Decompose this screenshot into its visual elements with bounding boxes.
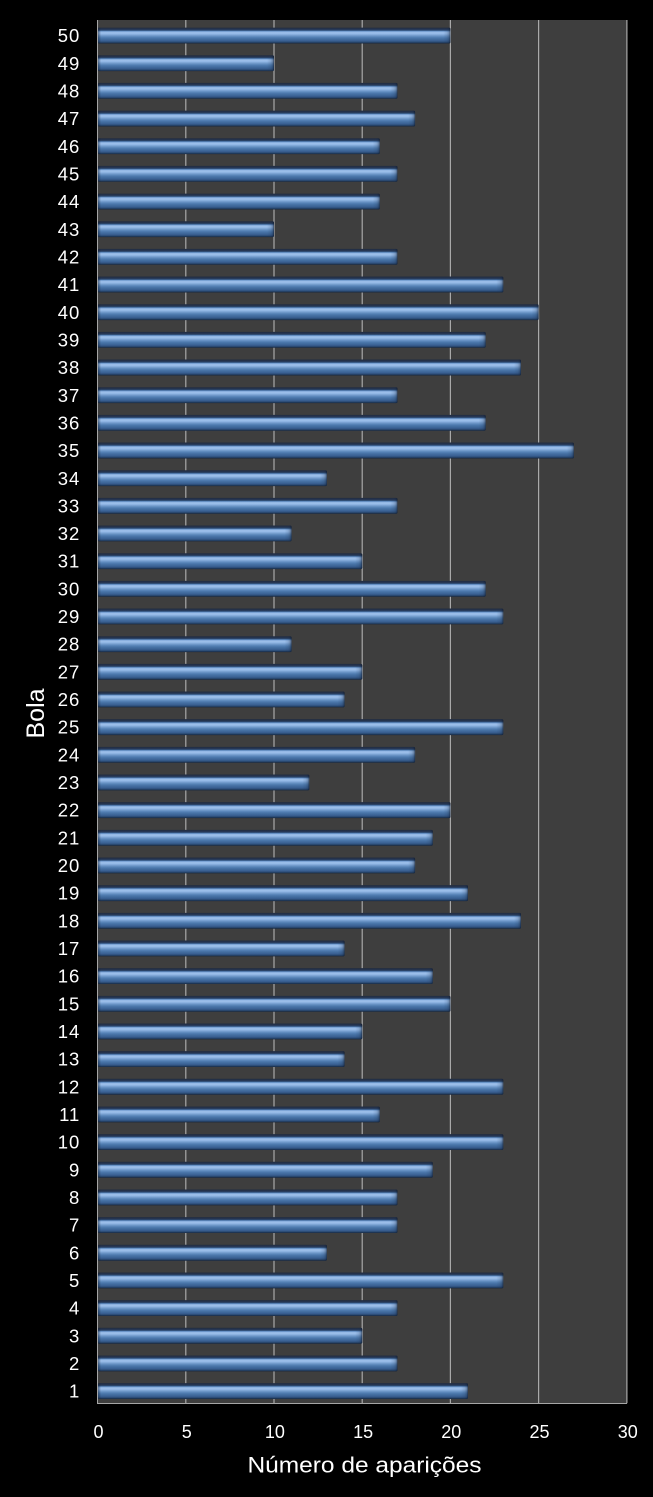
svg-text:25: 25 bbox=[529, 1422, 549, 1442]
svg-text:20: 20 bbox=[58, 855, 80, 876]
svg-text:29: 29 bbox=[58, 606, 80, 627]
svg-text:8: 8 bbox=[69, 1187, 80, 1208]
svg-text:23: 23 bbox=[58, 772, 80, 793]
svg-text:21: 21 bbox=[58, 827, 80, 848]
svg-text:10: 10 bbox=[58, 1132, 80, 1153]
svg-text:46: 46 bbox=[58, 136, 80, 157]
svg-text:11: 11 bbox=[59, 1104, 80, 1125]
svg-text:41: 41 bbox=[58, 274, 80, 295]
svg-text:19: 19 bbox=[58, 883, 80, 904]
svg-text:13: 13 bbox=[58, 1049, 80, 1070]
svg-text:36: 36 bbox=[58, 412, 80, 433]
svg-text:16: 16 bbox=[58, 966, 80, 987]
svg-text:1: 1 bbox=[69, 1381, 80, 1402]
svg-text:35: 35 bbox=[58, 440, 80, 461]
svg-text:15: 15 bbox=[353, 1422, 373, 1442]
svg-text:3: 3 bbox=[69, 1325, 80, 1346]
svg-text:Número de aparições: Número de aparições bbox=[248, 1453, 482, 1478]
svg-text:5: 5 bbox=[69, 1270, 80, 1291]
svg-text:27: 27 bbox=[58, 661, 80, 682]
svg-text:26: 26 bbox=[58, 689, 80, 710]
svg-text:42: 42 bbox=[58, 246, 80, 267]
svg-text:30: 30 bbox=[58, 578, 80, 599]
svg-text:14: 14 bbox=[58, 1021, 80, 1042]
svg-text:38: 38 bbox=[58, 357, 80, 378]
svg-text:43: 43 bbox=[58, 219, 80, 240]
svg-text:48: 48 bbox=[58, 81, 80, 102]
svg-text:20: 20 bbox=[441, 1422, 461, 1442]
svg-text:0: 0 bbox=[93, 1422, 103, 1442]
svg-text:17: 17 bbox=[58, 938, 80, 959]
svg-text:4: 4 bbox=[69, 1298, 80, 1319]
svg-text:37: 37 bbox=[58, 385, 80, 406]
svg-text:10: 10 bbox=[265, 1422, 285, 1442]
svg-text:33: 33 bbox=[58, 495, 80, 516]
svg-text:32: 32 bbox=[58, 523, 80, 544]
svg-text:25: 25 bbox=[58, 717, 80, 738]
svg-text:39: 39 bbox=[58, 329, 80, 350]
svg-text:9: 9 bbox=[69, 1159, 80, 1180]
svg-text:12: 12 bbox=[58, 1076, 80, 1097]
svg-text:40: 40 bbox=[58, 302, 80, 323]
svg-text:30: 30 bbox=[618, 1422, 638, 1442]
svg-text:47: 47 bbox=[58, 108, 80, 129]
svg-text:44: 44 bbox=[58, 191, 80, 212]
svg-text:49: 49 bbox=[58, 53, 80, 74]
svg-text:7: 7 bbox=[69, 1215, 80, 1236]
svg-text:2: 2 bbox=[69, 1353, 80, 1374]
svg-text:18: 18 bbox=[58, 910, 80, 931]
svg-text:24: 24 bbox=[58, 744, 80, 765]
svg-text:5: 5 bbox=[182, 1422, 192, 1442]
svg-text:Bola: Bola bbox=[22, 688, 50, 738]
svg-text:31: 31 bbox=[58, 551, 80, 572]
svg-text:50: 50 bbox=[58, 25, 80, 46]
svg-text:34: 34 bbox=[58, 468, 80, 489]
svg-text:28: 28 bbox=[58, 634, 80, 655]
svg-text:15: 15 bbox=[58, 993, 80, 1014]
svg-text:22: 22 bbox=[58, 800, 80, 821]
svg-text:6: 6 bbox=[69, 1242, 80, 1263]
svg-text:45: 45 bbox=[58, 164, 80, 185]
